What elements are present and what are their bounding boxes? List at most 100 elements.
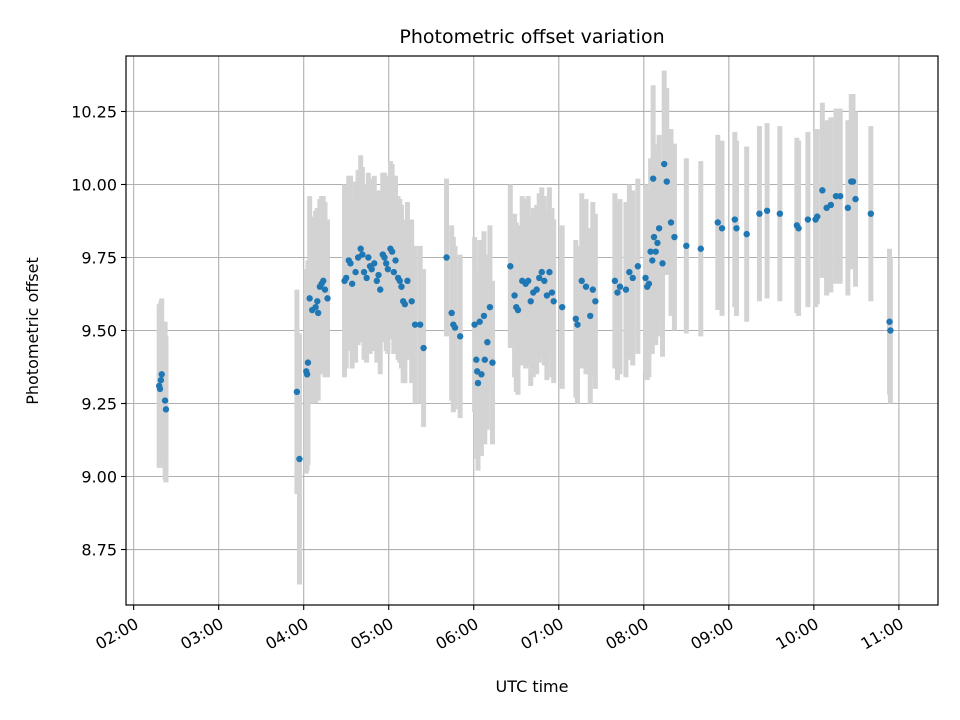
- x-tick-label: 08:00: [602, 614, 651, 654]
- x-tick-label: 06:00: [432, 614, 481, 654]
- data-point: [489, 359, 496, 366]
- data-point: [448, 309, 455, 317]
- chart-title: Photometric offset variation: [399, 26, 664, 48]
- data-point: [375, 271, 382, 279]
- data-point: [683, 242, 690, 250]
- data-point: [360, 268, 368, 276]
- data-point: [592, 298, 599, 305]
- data-point: [649, 175, 657, 182]
- data-point: [478, 371, 485, 378]
- data-point: [408, 298, 415, 305]
- data-point: [348, 280, 356, 287]
- data-point: [743, 230, 750, 238]
- data-point: [371, 260, 378, 267]
- data-points: [155, 160, 894, 463]
- data-point: [626, 268, 633, 276]
- data-point: [481, 356, 489, 363]
- data-point: [392, 257, 399, 264]
- data-point: [697, 245, 704, 252]
- data-point: [733, 225, 740, 232]
- y-axis-ticks: 8.75 9.00 9.25 9.50 9.75 10.00 10.25: [71, 102, 126, 560]
- data-point: [390, 268, 398, 276]
- data-point: [314, 298, 321, 305]
- y-axis-label: Photometric offset: [23, 257, 42, 405]
- data-point: [663, 178, 670, 185]
- data-point: [887, 327, 894, 334]
- data-point: [486, 303, 494, 311]
- data-point: [357, 245, 364, 252]
- data-point: [671, 233, 678, 241]
- data-point: [382, 260, 390, 267]
- data-point: [352, 268, 359, 276]
- data-point: [804, 216, 812, 223]
- y-tick-label: 9.00: [81, 468, 117, 487]
- data-point: [652, 248, 659, 255]
- data-point: [476, 318, 483, 325]
- data-point: [359, 251, 366, 258]
- data-point: [384, 265, 392, 273]
- x-tick-label: 07:00: [517, 614, 566, 654]
- data-point: [886, 318, 893, 325]
- data-point: [659, 260, 666, 267]
- data-point: [647, 248, 654, 255]
- data-point: [293, 388, 301, 396]
- data-point: [156, 385, 164, 393]
- data-point: [388, 248, 396, 255]
- data-point: [373, 277, 381, 285]
- data-point: [381, 254, 388, 261]
- data-point: [582, 283, 590, 290]
- data-point: [473, 356, 480, 363]
- data-point: [541, 277, 548, 285]
- data-point: [527, 298, 534, 305]
- data-point: [548, 289, 556, 296]
- x-tick-label: 09:00: [687, 614, 736, 654]
- data-point: [398, 283, 405, 290]
- data-point: [543, 292, 551, 299]
- data-point: [507, 263, 514, 270]
- data-point: [718, 225, 726, 232]
- data-point: [474, 379, 482, 387]
- data-point: [471, 321, 478, 328]
- data-point: [451, 324, 459, 331]
- data-point: [731, 216, 738, 223]
- data-point: [401, 301, 409, 308]
- data-point: [365, 254, 372, 261]
- data-point: [324, 295, 331, 302]
- data-point: [574, 321, 581, 328]
- x-axis-label: UTC time: [496, 677, 569, 696]
- data-point: [304, 359, 312, 366]
- x-tick-label: 05:00: [347, 614, 396, 654]
- data-point: [538, 268, 545, 276]
- data-point: [849, 178, 857, 185]
- data-point: [589, 286, 596, 293]
- y-tick-label: 10.25: [71, 102, 117, 121]
- data-point: [536, 274, 543, 282]
- x-tick-label: 10:00: [772, 614, 821, 654]
- data-point: [363, 274, 370, 282]
- data-point: [524, 277, 532, 285]
- data-point: [404, 277, 411, 285]
- data-point: [296, 455, 303, 463]
- data-point: [578, 277, 585, 285]
- data-point: [649, 257, 656, 264]
- data-point: [550, 298, 557, 305]
- x-tick-label: 02:00: [92, 614, 141, 654]
- data-point: [546, 268, 553, 276]
- data-point: [654, 239, 661, 247]
- data-point: [480, 312, 488, 320]
- data-point: [852, 195, 859, 203]
- data-point: [321, 286, 329, 293]
- data-point: [844, 204, 852, 212]
- data-point: [714, 219, 721, 226]
- data-point: [795, 225, 802, 232]
- data-point: [312, 303, 319, 311]
- data-point: [642, 274, 649, 282]
- data-point: [756, 210, 763, 217]
- data-point: [347, 260, 354, 267]
- data-point: [629, 274, 636, 282]
- data-point: [161, 397, 169, 404]
- data-point: [650, 233, 658, 241]
- data-point: [611, 277, 619, 285]
- data-point: [314, 309, 322, 317]
